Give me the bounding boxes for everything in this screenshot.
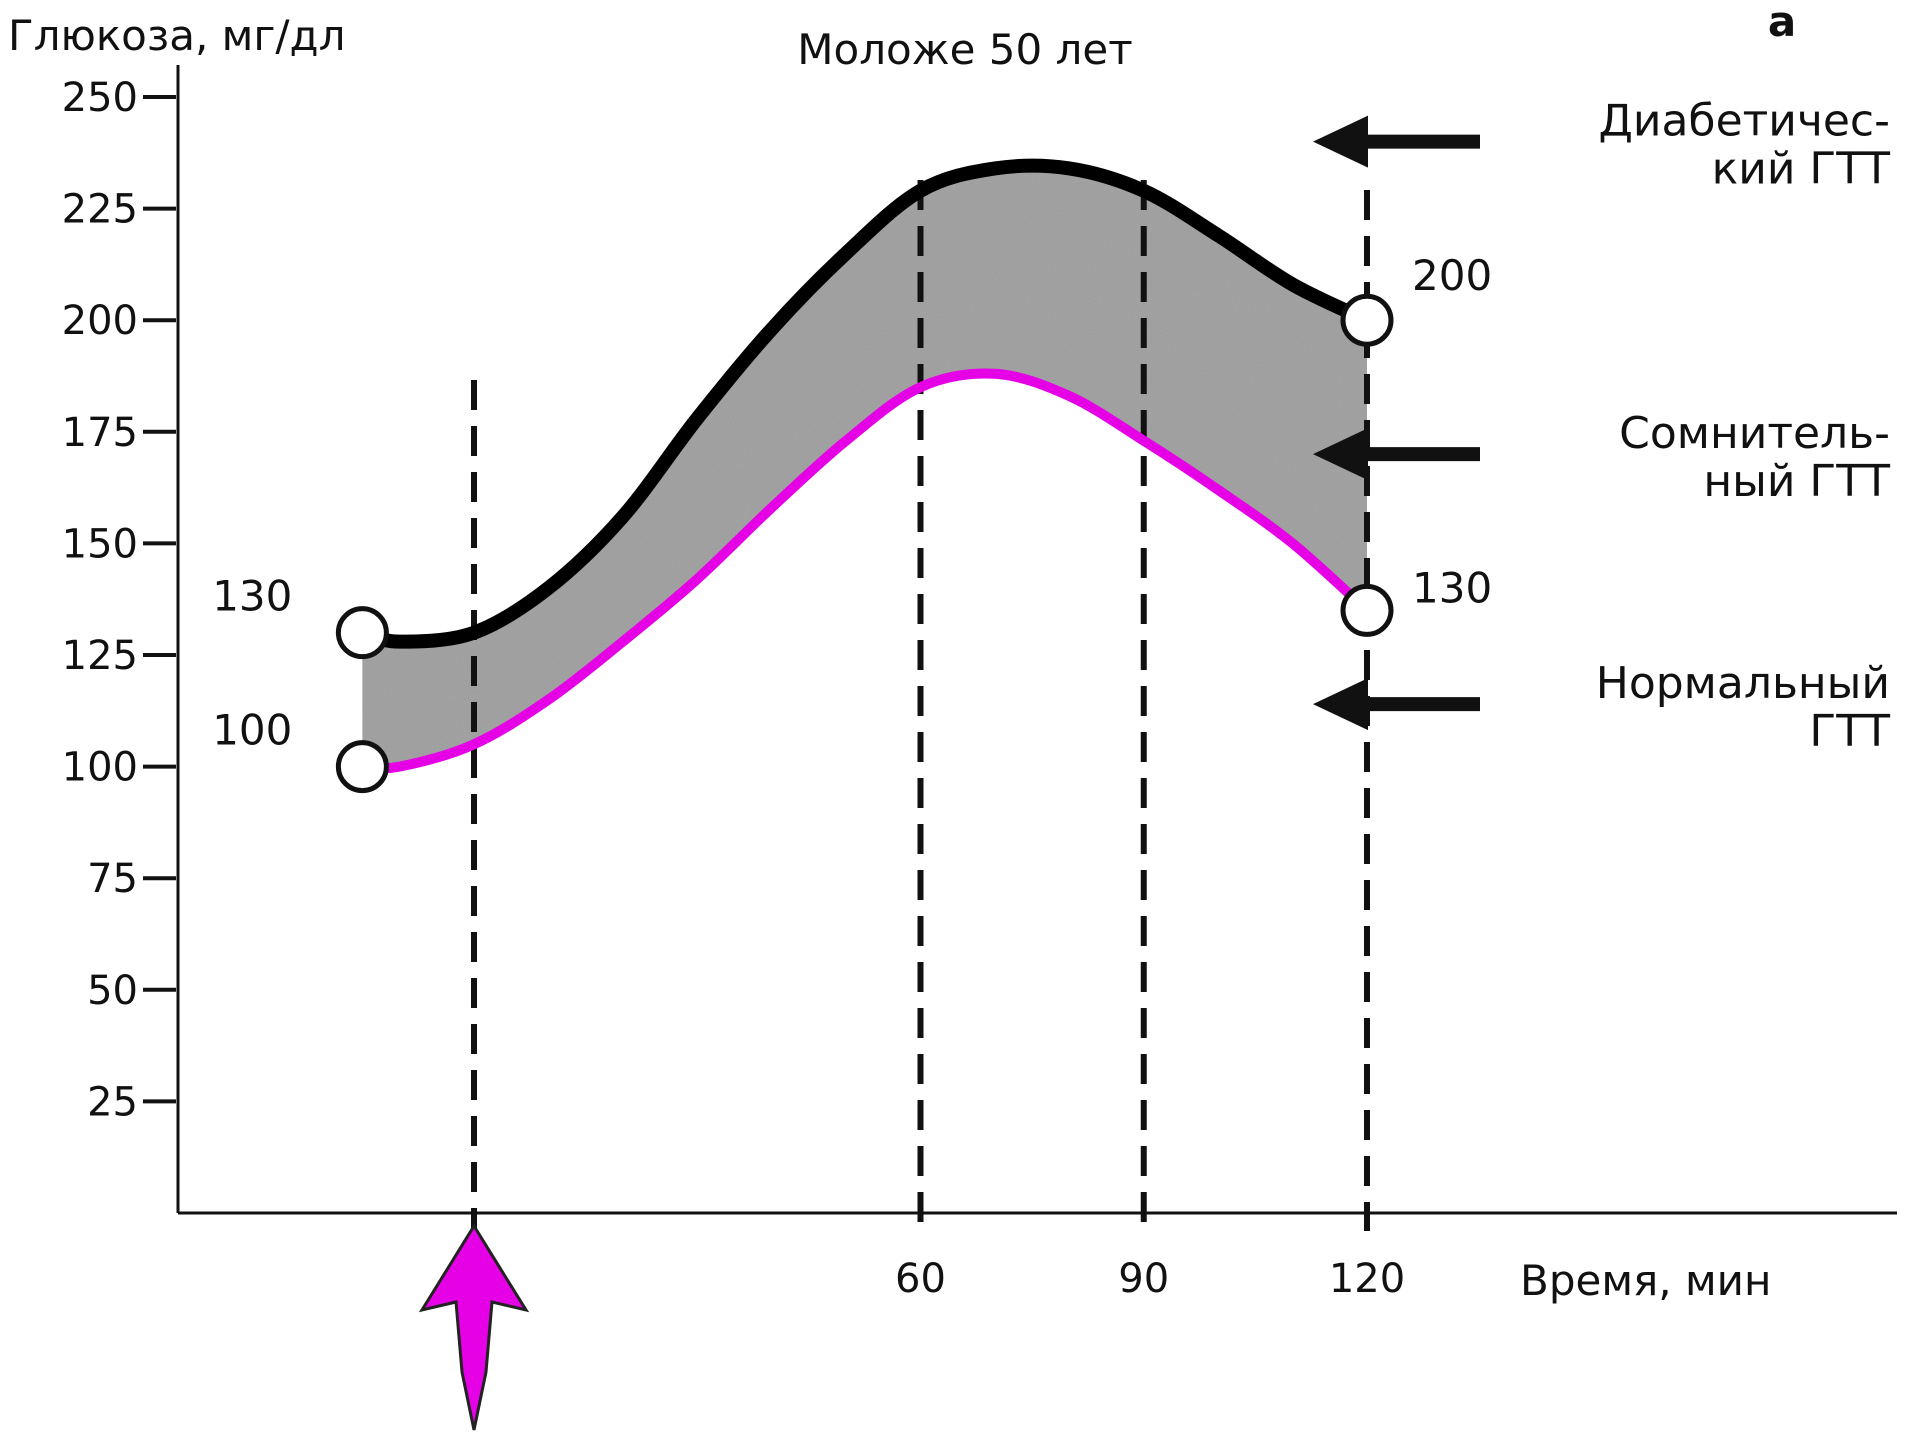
endpoint-marker [335, 606, 389, 660]
y-tick-label: 50 [87, 968, 138, 1014]
y-tick-group: 25 50 75 100 125 150 175 200 225 250 [62, 75, 176, 1125]
x-tick-label: 60 [895, 1256, 946, 1302]
point-value-label: 130 [212, 572, 292, 621]
y-tick-label: 225 [62, 187, 138, 233]
y-tick-label: 100 [62, 745, 138, 791]
category-label: Сомнитель- [1619, 408, 1890, 459]
y-tick-label: 75 [87, 856, 138, 902]
annotation-group: Диабетичес-кий ГТТ Сомнитель-ный ГТТ Норма… [1313, 96, 1890, 757]
y-tick-label: 150 [62, 521, 138, 567]
endpoint-marker [335, 740, 389, 794]
glucose-intake-arrow [418, 1223, 530, 1431]
y-axis-label: Глюкоза, мг/дл [8, 11, 345, 60]
point-value-label: 100 [212, 706, 292, 755]
category-arrow [1313, 115, 1480, 168]
y-tick-label: 25 [87, 1079, 138, 1125]
endpoint-markers [335, 293, 1394, 794]
chart-title: Моложе 50 лет [797, 25, 1132, 74]
series-line-lower [357, 368, 1372, 774]
category-label: Диабетичес- [1599, 96, 1891, 147]
category-label: ГТТ [1809, 706, 1890, 757]
point-value-label: 200 [1412, 251, 1492, 300]
category-label: Нормальный [1596, 658, 1890, 709]
y-tick-label: 175 [62, 410, 138, 456]
x-tick-group: 60 90 120 [895, 1256, 1405, 1302]
uncertain-zone-band [362, 165, 1367, 769]
x-tick-label: 120 [1329, 1256, 1405, 1302]
y-tick-label: 200 [62, 298, 138, 344]
panel-letter: а [1768, 0, 1796, 46]
y-tick-label: 125 [62, 633, 138, 679]
series-line-upper [355, 158, 1374, 649]
category-label: ный ГТТ [1703, 456, 1890, 507]
point-value-label: 130 [1412, 564, 1492, 613]
category-arrow [1313, 428, 1480, 481]
y-tick-label: 250 [62, 75, 138, 121]
x-axis-label: Время, мин [1520, 1256, 1771, 1305]
x-tick-label: 90 [1118, 1256, 1169, 1302]
endpoint-marker [1340, 293, 1394, 347]
endpoint-marker [1340, 583, 1394, 637]
point-label-group: 130 100 200 130 [212, 251, 1492, 754]
category-arrow [1313, 678, 1480, 731]
category-label: кий ГТТ [1712, 144, 1890, 195]
